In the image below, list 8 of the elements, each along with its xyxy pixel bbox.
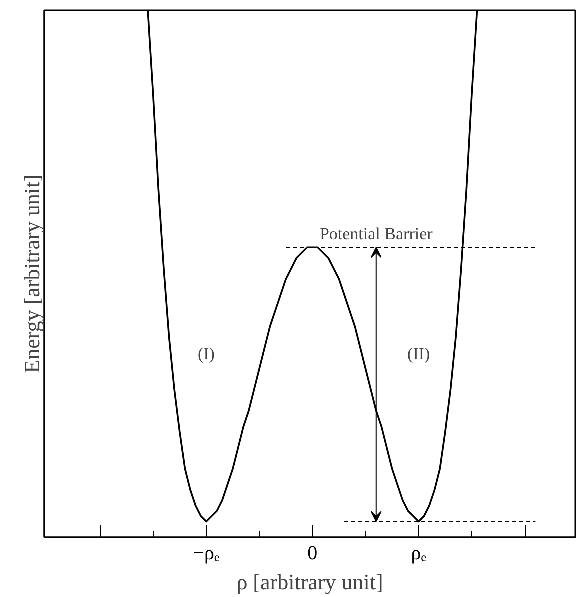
annotation: (I) xyxy=(198,344,215,364)
annotation: Potential Barrier xyxy=(320,224,434,244)
x-tick-label: 0 xyxy=(308,542,318,564)
x-tick-label: ρₑ xyxy=(411,542,426,564)
annotation: (II) xyxy=(408,344,430,364)
x-tick-label: −ρₑ xyxy=(193,542,220,564)
x-axis-title: ρ [arbitrary unit] xyxy=(236,570,384,594)
y-axis-title: Energy [arbitrary unit] xyxy=(20,174,44,374)
